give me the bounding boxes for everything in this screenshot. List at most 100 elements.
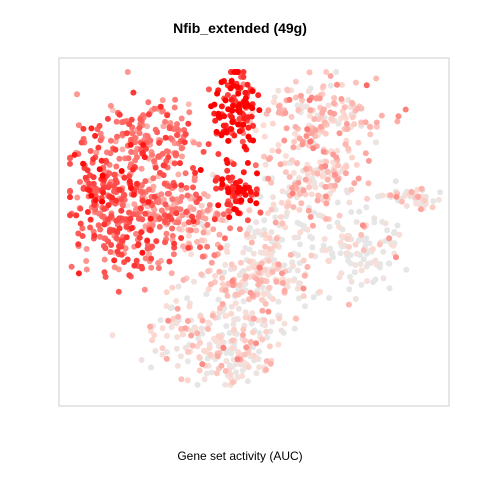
scatter-point: [185, 101, 192, 108]
scatter-point: [235, 90, 242, 97]
scatter-point: [307, 138, 314, 145]
scatter-point: [129, 130, 136, 137]
scatter-point: [266, 284, 273, 291]
scatter-point: [272, 219, 279, 226]
scatter-point: [315, 192, 322, 199]
scatter-point: [322, 247, 329, 254]
scatter-point: [334, 147, 341, 154]
scatter-point: [223, 129, 230, 136]
scatter-point: [403, 266, 410, 273]
scatter-point: [363, 82, 370, 89]
scatter-point: [87, 148, 94, 154]
scatter-point: [261, 133, 268, 140]
scatter-point: [345, 145, 352, 152]
scatter-point: [199, 330, 206, 337]
scatter-point: [317, 159, 323, 166]
scatter-point: [379, 192, 386, 199]
scatter-point: [231, 206, 238, 212]
scatter-point: [308, 252, 315, 259]
scatter-point: [362, 119, 369, 126]
scatter-point: [114, 248, 121, 255]
scatter-point: [87, 216, 94, 223]
scatter-point: [244, 160, 251, 166]
scatter-point: [151, 332, 158, 339]
scatter-point: [212, 272, 219, 279]
scatter-point: [240, 267, 247, 274]
scatter-point: [228, 350, 235, 357]
scatter-point: [139, 189, 146, 195]
scatter-point: [366, 240, 373, 247]
scatter-point: [398, 198, 405, 205]
scatter-point: [346, 286, 353, 293]
scatter-point: [201, 347, 207, 354]
scatter-point: [270, 194, 276, 201]
scatter-point: [114, 133, 120, 140]
scatter-point: [242, 309, 249, 316]
scatter-point: [352, 241, 359, 248]
scatter-point: [309, 244, 316, 251]
scatter-point: [363, 278, 370, 285]
scatter-point: [162, 118, 169, 125]
scatter-point: [259, 336, 266, 343]
scatter-point: [290, 169, 297, 176]
scatter-point: [194, 381, 201, 388]
scatter-point: [421, 197, 428, 204]
scatter-point: [415, 194, 422, 200]
scatter-point: [77, 220, 84, 227]
scatter-point: [212, 177, 219, 184]
scatter-point: [301, 272, 308, 279]
scatter-point: [93, 149, 100, 156]
scatter-point: [159, 325, 166, 332]
scatter-point: [163, 349, 170, 356]
scatter-point: [255, 228, 261, 235]
scatter-point: [258, 296, 265, 303]
scatter-point: [104, 115, 111, 122]
scatter-point: [248, 239, 255, 246]
scatter-point: [269, 296, 276, 302]
scatter-point: [348, 209, 355, 215]
scatter-point: [203, 370, 210, 377]
scatter-point: [295, 107, 302, 113]
scatter-point: [127, 141, 134, 148]
scatter-point: [223, 323, 230, 329]
scatter-point: [304, 264, 311, 270]
scatter-point: [394, 118, 401, 125]
scatter-point: [222, 287, 229, 294]
scatter-point: [170, 315, 177, 322]
scatter-point: [262, 161, 269, 168]
scatter-point: [241, 98, 248, 105]
scatter-point: [192, 169, 199, 176]
scatter-point: [354, 105, 361, 112]
scatter-point: [231, 132, 238, 139]
scatter-point: [387, 192, 394, 199]
scatter-point: [181, 139, 188, 146]
scatter-point: [236, 272, 243, 279]
scatter-point: [289, 185, 296, 191]
scatter-point: [109, 194, 116, 201]
scatter-point: [164, 112, 171, 119]
scatter-point: [195, 213, 202, 220]
scatter-point: [78, 139, 85, 146]
scatter-point: [222, 261, 229, 268]
scatter-point: [169, 284, 176, 291]
scatter-point: [228, 345, 235, 352]
scatter-point: [234, 189, 241, 195]
scatter-point: [311, 116, 318, 123]
scatter-point: [174, 334, 181, 341]
scatter-point: [347, 260, 354, 267]
scatter-point: [253, 200, 260, 207]
scatter-point: [158, 207, 165, 214]
scatter-point: [86, 180, 93, 187]
scatter-point: [310, 145, 317, 152]
scatter-point: [251, 264, 258, 271]
scatter-point: [118, 207, 125, 214]
scatter-point: [149, 243, 156, 250]
scatter-point: [92, 197, 99, 204]
scatter-point: [130, 166, 136, 173]
scatter-point: [157, 317, 164, 324]
scatter-point: [128, 225, 135, 232]
scatter-point: [349, 99, 356, 106]
scatter-point: [195, 335, 202, 342]
scatter-point: [142, 255, 149, 262]
scatter-point: [271, 94, 278, 101]
